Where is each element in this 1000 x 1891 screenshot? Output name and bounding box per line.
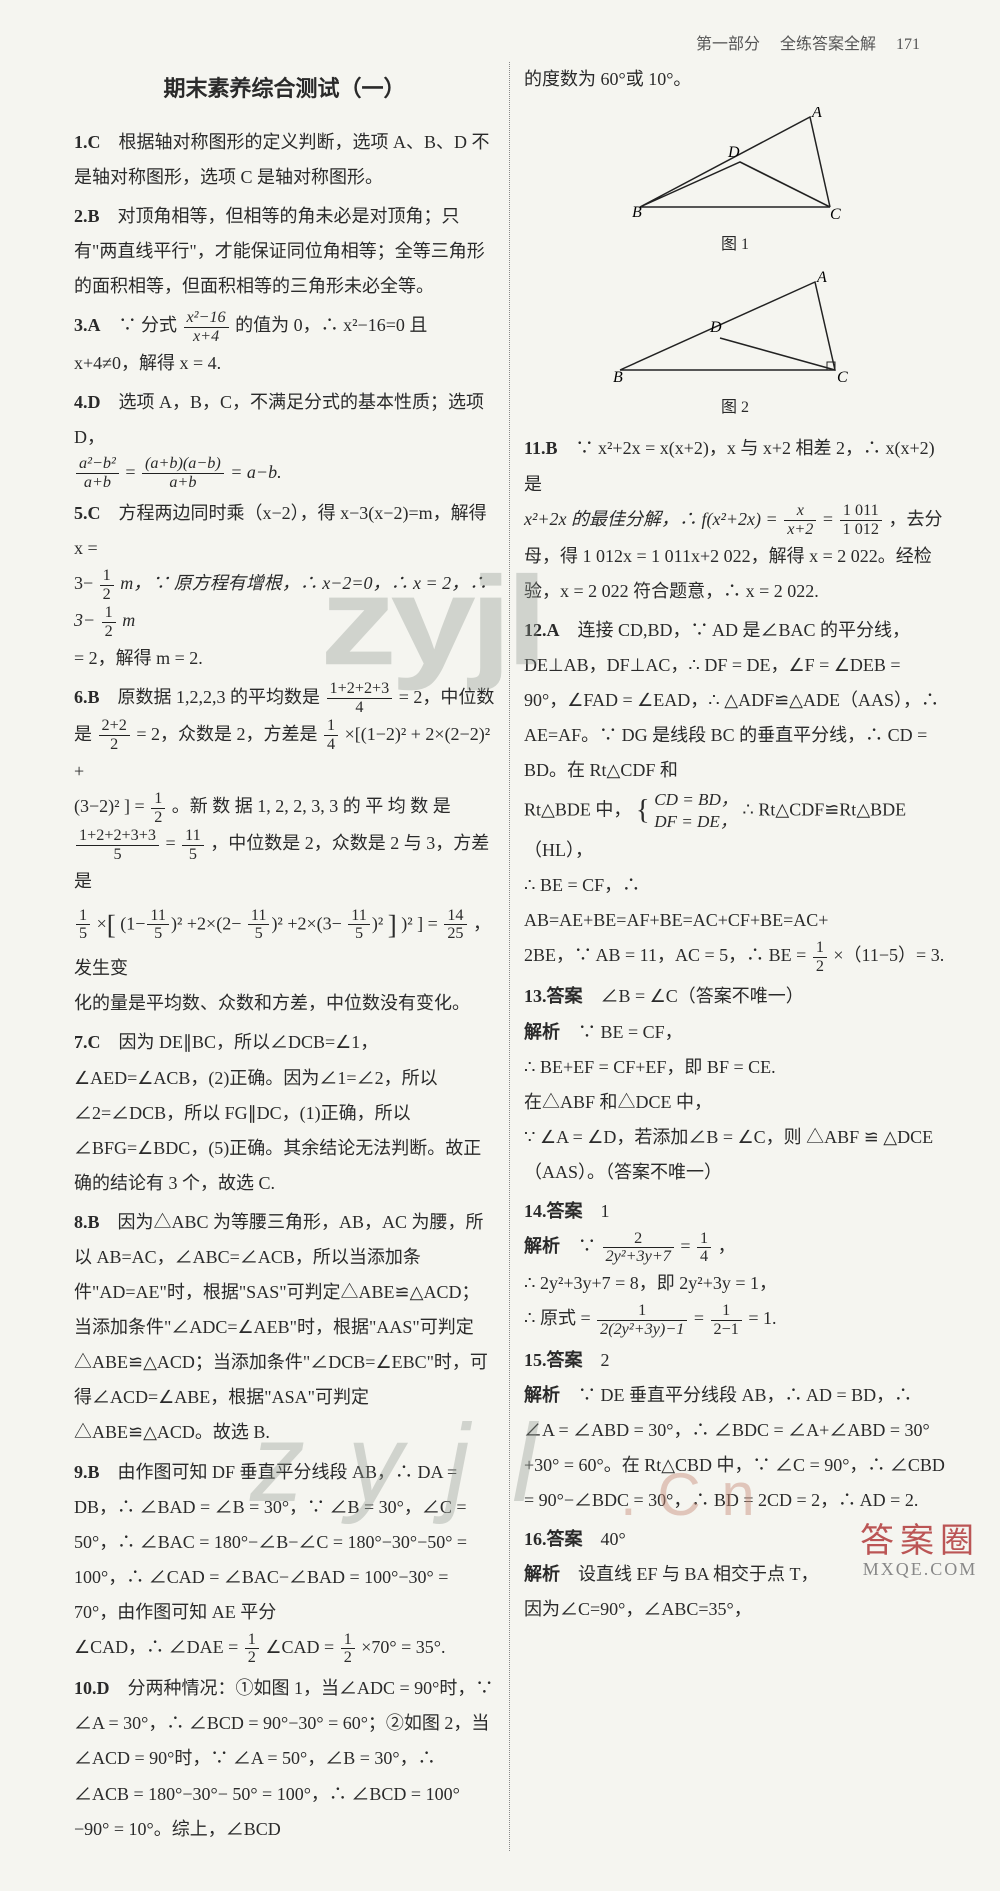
q13-num: 13. [524, 986, 547, 1006]
q5: 5.C 方程两边同时乘（x−2），得 x−3(x−2)=m，解得 x = 3− … [74, 496, 495, 676]
q8: 8.B 因为△ABC 为等腰三角形，AB，AC 为腰，所以 AB=AC，∠ABC… [74, 1205, 495, 1451]
q4-num: 4.D [74, 392, 101, 412]
q12-num: 12.A [524, 620, 560, 640]
q11-num: 11.B [524, 438, 558, 458]
q3-num: 3.A [74, 315, 101, 335]
q7-num: 7.C [74, 1032, 101, 1052]
source-stamp: 答案圈 MXQE.COM [860, 1523, 980, 1580]
svg-text:A: A [816, 270, 827, 286]
triangle-diagram-2: B C D A [605, 270, 865, 390]
answer-label: 答案 [547, 986, 583, 1006]
right-column: 的度数为 60°或 10°。 B C D A 图 1 B [510, 62, 960, 1851]
q6: 6.B 原数据 1,2,2,3 的平均数是 1+2+2+34 = 2，中位数 是… [74, 680, 495, 1022]
q15: 15.答案 2 解析 ∵ DE 垂直平分线段 AB，∴ AD = BD，∴ ∠A… [524, 1343, 946, 1518]
header-page: 171 [896, 36, 920, 53]
svg-text:C: C [830, 206, 841, 223]
q11: 11.B ∵ x²+2x = x(x+2)，x 与 x+2 相差 2，∴ x(x… [524, 431, 946, 609]
q10-text: 分两种情况：①如图 1，当∠ADC = 90°时，∵ ∠A = 30°，∴ ∠B… [74, 1678, 493, 1838]
stamp-url: MXQE.COM [860, 1560, 980, 1580]
q5-num: 5.C [74, 503, 101, 523]
q1-text: 根据轴对称图形的定义判断，选项 A、B、D 不是轴对称图形，选项 C 是轴对称图… [74, 132, 490, 187]
page-header: 第一部分 全练答案全解 171 [60, 30, 960, 54]
q7-text: 因为 DE∥BC，所以∠DCB=∠1，∠AED=∠ACB，(2)正确。因为∠1=… [74, 1032, 481, 1192]
q12: 12.A 连接 CD,BD，∵ AD 是∠BAC 的平分线，DE⊥AB，DF⊥A… [524, 613, 946, 975]
q3: 3.A ∵ 分式 x²−16x+4 的值为 0，∴ x²−16=0 且 x+4≠… [74, 308, 495, 380]
figure-2: B C D A 图 2 [524, 270, 946, 423]
explain-label: 解析 [524, 1022, 560, 1042]
q16-num: 16. [524, 1529, 547, 1549]
q9-num: 9.B [74, 1462, 100, 1482]
figure-1: B C D A 图 1 [524, 107, 946, 260]
stamp-title: 答案圈 [860, 1523, 980, 1560]
svg-text:A: A [811, 107, 822, 121]
svg-text:B: B [632, 204, 642, 221]
header-title: 全练答案全解 [780, 36, 876, 53]
q10-cont: 的度数为 60°或 10°。 [524, 62, 946, 97]
exam-title: 期末素养综合测试（一） [74, 68, 495, 111]
q4-text: 选项 A，B，C，不满足分式的基本性质；选项 D， [74, 392, 484, 447]
q1-num: 1.C [74, 132, 101, 152]
fig2-caption: 图 2 [524, 392, 946, 423]
q4: 4.D 选项 A，B，C，不满足分式的基本性质；选项 D， a²−b²a+b =… [74, 385, 495, 492]
header-section: 第一部分 [696, 36, 760, 53]
q8-num: 8.B [74, 1212, 100, 1232]
svg-text:B: B [613, 369, 623, 386]
svg-text:D: D [727, 144, 740, 161]
q10: 10.D 分两种情况：①如图 1，当∠ADC = 90°时，∵ ∠A = 30°… [74, 1671, 495, 1846]
triangle-diagram-1: B C D A [620, 107, 850, 227]
fig1-caption: 图 1 [524, 229, 946, 260]
q14-num: 14. [524, 1201, 547, 1221]
q2-text: 对顶角相等，但相等的角未必是对顶角；只有"两直线平行"，才能保证同位角相等；全等… [74, 206, 485, 296]
q7: 7.C 因为 DE∥BC，所以∠DCB=∠1，∠AED=∠ACB，(2)正确。因… [74, 1025, 495, 1200]
q13: 13.答案 ∠B = ∠C（答案不唯一） 解析 ∵ BE = CF， ∴ BE+… [524, 979, 946, 1190]
q15-num: 15. [524, 1350, 547, 1370]
svg-text:D: D [709, 319, 722, 336]
q8-text: 因为△ABC 为等腰三角形，AB，AC 为腰，所以 AB=AC，∠ABC=∠AC… [74, 1212, 488, 1443]
q9: 9.B 由作图可知 DF 垂直平分线段 AB，∴ DA = DB，∴ ∠BAD … [74, 1455, 495, 1668]
q14: 14.答案 1 解析 ∵ 22y²+3y+7 = 14 ， ∴ 2y²+3y+7… [524, 1194, 946, 1339]
q1: 1.C 根据轴对称图形的定义判断，选项 A、B、D 不是轴对称图形，选项 C 是… [74, 125, 495, 195]
q3-pre: ∵ 分式 [101, 315, 178, 335]
q2-num: 2.B [74, 206, 100, 226]
q2: 2.B 对顶角相等，但相等的角未必是对顶角；只有"两直线平行"，才能保证同位角相… [74, 199, 495, 304]
q6-num: 6.B [74, 687, 100, 707]
svg-text:C: C [837, 369, 848, 386]
q10-num: 10.D [74, 1678, 110, 1698]
left-column: 期末素养综合测试（一） 1.C 根据轴对称图形的定义判断，选项 A、B、D 不是… [60, 62, 510, 1851]
